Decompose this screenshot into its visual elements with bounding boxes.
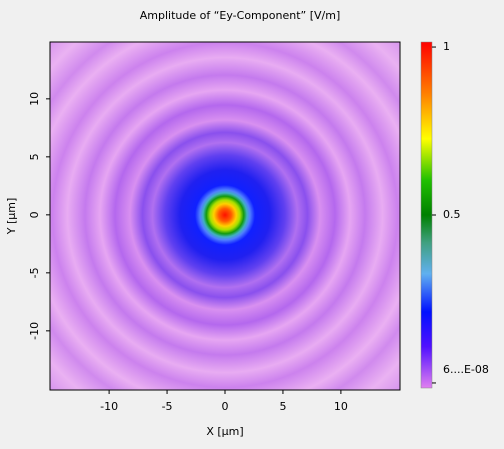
- y-tick-label: 10: [28, 92, 41, 106]
- y-axis-label: Y [µm]: [5, 198, 18, 236]
- y-tick-label: -10: [28, 322, 41, 340]
- x-tick-label: -5: [162, 400, 173, 413]
- x-tick-label: 0: [222, 400, 229, 413]
- x-tick-label: -10: [100, 400, 118, 413]
- y-tick-label: 0: [28, 211, 41, 218]
- y-tick-label: -5: [28, 267, 41, 278]
- y-tick-label: 5: [28, 153, 41, 160]
- x-axis-label: X [µm]: [206, 425, 243, 438]
- colorbar-tick-label: 6....E-08: [443, 363, 489, 376]
- x-tick-label: 10: [334, 400, 348, 413]
- x-tick-label: 5: [279, 400, 286, 413]
- chart-title: Amplitude of “Ey-Component” [V/m]: [140, 9, 341, 22]
- colorbar-tick-label: 0.5: [443, 208, 461, 221]
- colorbar-tick-label: 1: [443, 40, 450, 53]
- colorbar: [420, 41, 433, 389]
- field-map: [50, 42, 400, 390]
